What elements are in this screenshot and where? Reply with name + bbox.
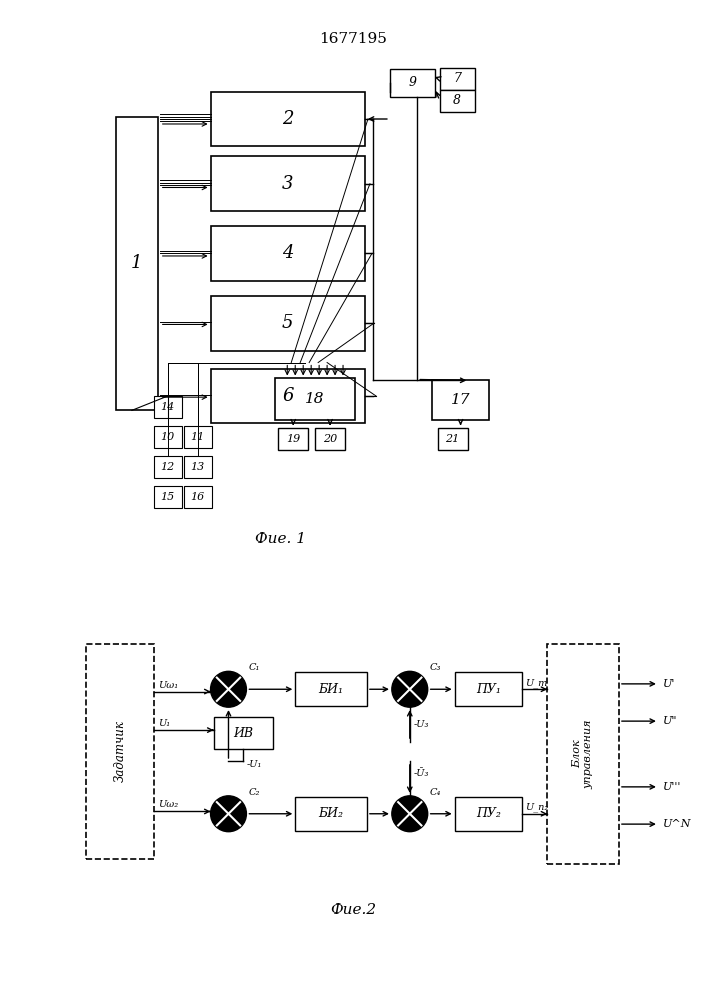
Text: 19: 19 <box>286 434 300 444</box>
Text: 21: 21 <box>445 434 460 444</box>
Bar <box>211 156 365 211</box>
Text: 16: 16 <box>190 492 205 502</box>
Circle shape <box>211 796 247 832</box>
Bar <box>154 426 182 448</box>
Bar <box>440 90 474 112</box>
Bar <box>184 456 211 478</box>
Text: 14: 14 <box>160 402 175 412</box>
Bar <box>296 797 367 831</box>
Circle shape <box>211 671 247 707</box>
Text: 12: 12 <box>160 462 175 472</box>
Bar <box>390 69 435 97</box>
Text: U': U' <box>662 679 675 689</box>
Text: C₁: C₁ <box>248 663 259 672</box>
Bar <box>211 296 365 351</box>
Text: 4: 4 <box>282 244 293 262</box>
Text: 11: 11 <box>190 432 205 442</box>
Text: 13: 13 <box>190 462 205 472</box>
Text: 17: 17 <box>451 393 470 407</box>
Bar <box>154 456 182 478</box>
Bar <box>211 92 365 146</box>
Text: 3: 3 <box>282 175 293 193</box>
Circle shape <box>392 796 428 832</box>
Bar <box>432 380 489 420</box>
Bar <box>275 378 355 420</box>
Text: U_m: U_m <box>525 678 548 688</box>
Text: 7: 7 <box>453 72 461 85</box>
Text: 1: 1 <box>131 254 143 272</box>
Bar <box>184 426 211 448</box>
Bar <box>547 644 619 864</box>
Bar <box>296 672 367 706</box>
Bar <box>211 369 365 423</box>
Circle shape <box>392 671 428 707</box>
Text: U_n₂: U_n₂ <box>525 803 549 812</box>
Text: 1677195: 1677195 <box>319 32 387 46</box>
Text: 10: 10 <box>160 432 175 442</box>
Text: 20: 20 <box>323 434 337 444</box>
Bar <box>438 428 467 450</box>
Bar <box>214 717 274 749</box>
Text: C₂: C₂ <box>248 788 259 797</box>
Text: 9: 9 <box>408 76 416 89</box>
Text: Блок
управления: Блок управления <box>572 719 594 789</box>
Bar <box>455 797 522 831</box>
Text: 2: 2 <box>282 110 293 128</box>
Bar <box>315 428 345 450</box>
Text: Фие. 1: Фие. 1 <box>255 532 306 546</box>
Text: U₁: U₁ <box>158 719 170 728</box>
Text: Фие.2: Фие.2 <box>330 903 376 917</box>
Text: 15: 15 <box>160 492 175 502</box>
Text: -U₃: -U₃ <box>414 720 429 729</box>
Bar <box>154 486 182 508</box>
Text: C₃: C₃ <box>430 663 441 672</box>
Text: -U₁: -U₁ <box>247 760 262 769</box>
Bar <box>184 486 211 508</box>
Text: БИ₂: БИ₂ <box>319 807 344 820</box>
Text: Задатчик: Задатчик <box>113 721 127 782</box>
Text: Uω₂: Uω₂ <box>158 800 178 809</box>
Text: U^N: U^N <box>662 819 691 829</box>
Text: C₄: C₄ <box>430 788 441 797</box>
Bar <box>116 117 158 410</box>
Bar <box>86 644 154 859</box>
Text: -Ū₃: -Ū₃ <box>414 769 429 778</box>
Text: 18: 18 <box>305 392 325 406</box>
Text: БИ₁: БИ₁ <box>319 683 344 696</box>
Text: 5: 5 <box>282 314 293 332</box>
Text: 8: 8 <box>453 94 461 107</box>
Text: Uω₁: Uω₁ <box>158 681 178 690</box>
Text: U": U" <box>662 716 677 726</box>
Text: ПУ₂: ПУ₂ <box>476 807 501 820</box>
Text: 6: 6 <box>282 387 293 405</box>
Bar <box>211 226 365 281</box>
Bar <box>154 396 182 418</box>
Bar <box>279 428 308 450</box>
Text: ПУ₁: ПУ₁ <box>476 683 501 696</box>
Bar <box>455 672 522 706</box>
Text: U''': U''' <box>662 782 681 792</box>
Text: ИВ: ИВ <box>233 727 253 740</box>
Bar <box>440 68 474 90</box>
